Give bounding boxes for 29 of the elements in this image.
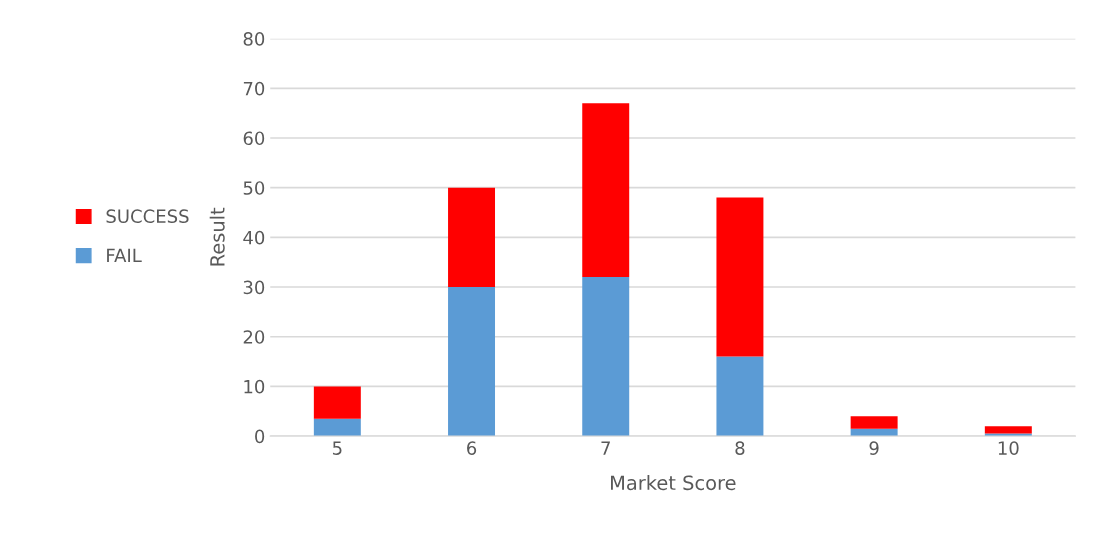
x-tick-label: 10	[998, 441, 1019, 455]
y-tick-label: 0	[255, 429, 265, 444]
x-tick-label: 7	[601, 441, 610, 455]
legend-label: FAIL	[107, 248, 142, 262]
bar	[984, 426, 1032, 434]
y-tick-label: 50	[243, 181, 265, 195]
x-tick-label: 6	[467, 441, 477, 455]
y-axis-title: Result	[209, 207, 225, 266]
bar	[716, 197, 764, 357]
legend-label: SUCCESS	[106, 209, 189, 224]
y-tick-label: 60	[243, 131, 265, 146]
bar	[582, 103, 630, 278]
bar	[716, 356, 764, 437]
y-tick-label: 20	[243, 330, 265, 344]
bar	[448, 287, 496, 437]
y-tick-label: 30	[243, 280, 265, 295]
bar	[582, 277, 630, 437]
y-tick-label: 70	[243, 81, 265, 96]
bar	[448, 187, 496, 288]
y-tick-label: 80	[243, 32, 265, 46]
y-tick-label: 10	[244, 379, 265, 394]
bar	[313, 418, 361, 437]
bar	[850, 416, 898, 429]
bar	[313, 386, 361, 419]
x-tick-label: 5	[332, 441, 342, 455]
x-tick-label: 8	[735, 441, 745, 455]
y-tick-label: 40	[243, 230, 265, 245]
x-tick-label: 9	[869, 441, 879, 455]
x-axis-title: Market Score	[611, 475, 736, 491]
